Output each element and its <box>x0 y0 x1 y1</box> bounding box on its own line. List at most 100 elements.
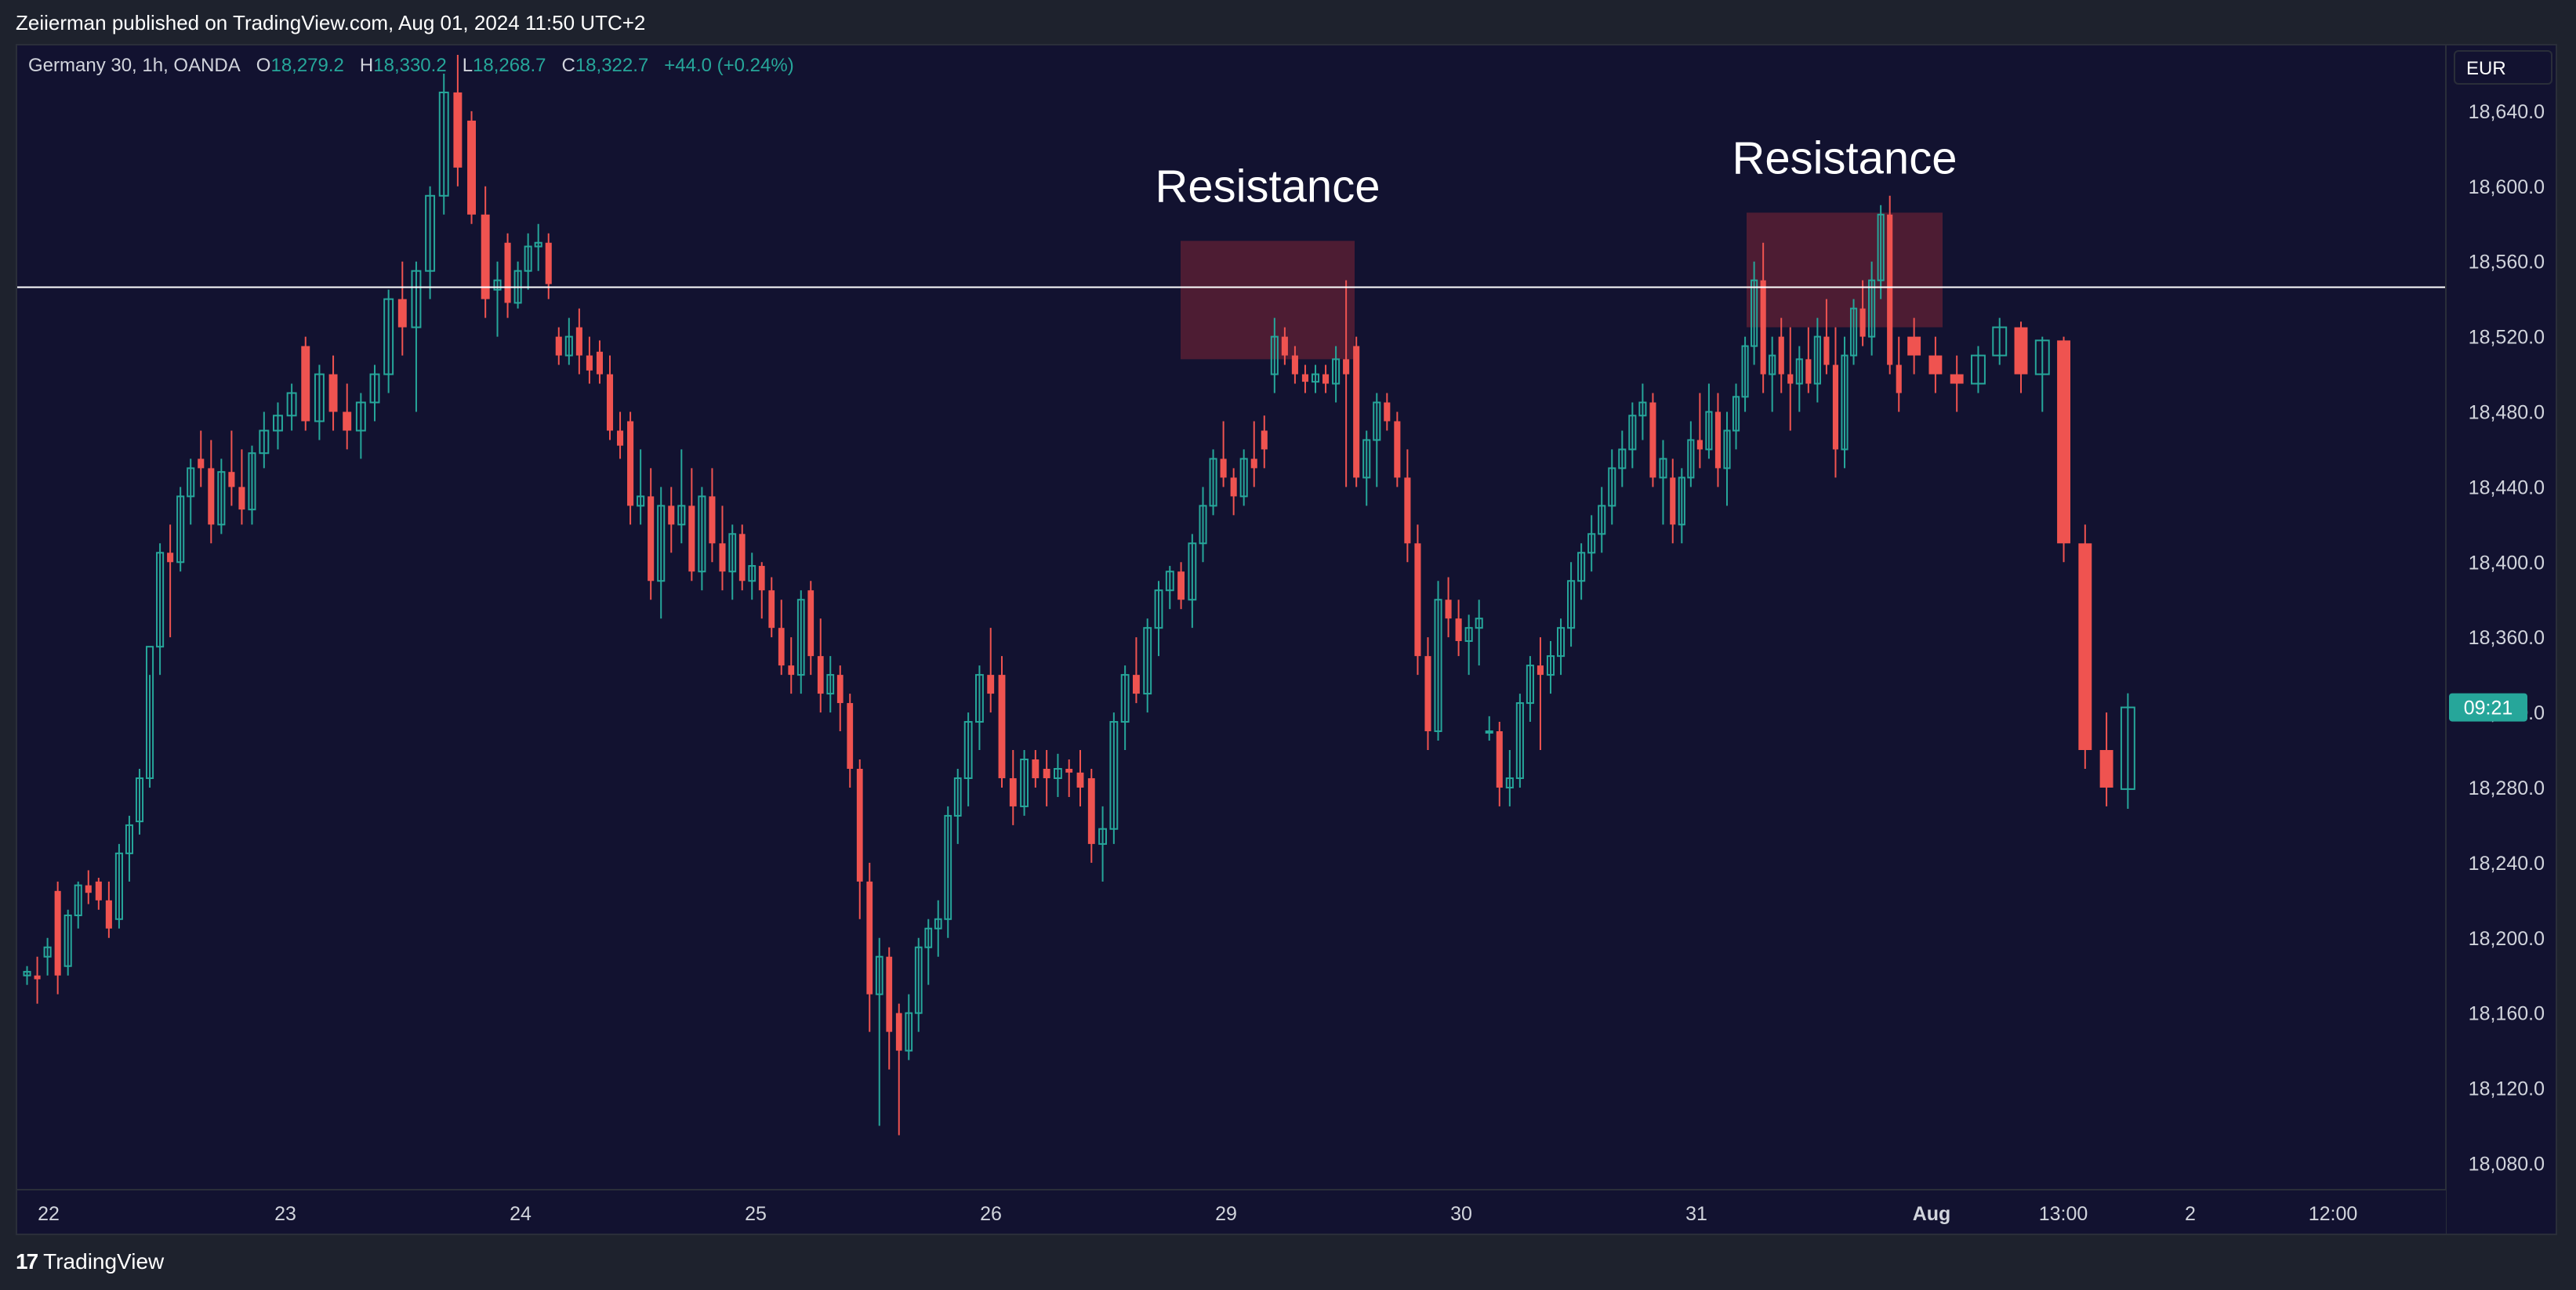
candle-body <box>1445 600 1452 619</box>
candle-body <box>963 721 973 779</box>
low-value: 18,268.7 <box>473 55 546 76</box>
candle-body <box>817 656 824 694</box>
time-scale[interactable]: 22 23 24 25 26 29 30 31 Aug 13:00 2 12:00 <box>17 1189 2446 1234</box>
candle-body <box>895 1013 902 1051</box>
plot-background[interactable] <box>17 45 2446 1190</box>
candle-body <box>1065 768 1073 773</box>
candle-body <box>481 214 490 299</box>
price-tick-label: 18,200.0 <box>2469 928 2545 950</box>
candle-body <box>688 505 695 572</box>
candle-body <box>1301 374 1308 382</box>
symbol-legend[interactable]: Germany 30, 1h, OANDA O18,279.2 H18,330.… <box>28 55 794 77</box>
time-tick-label: 31 <box>1685 1203 1707 1225</box>
candle-body <box>698 495 706 573</box>
candle-body <box>1670 477 1676 525</box>
candle-body <box>748 565 756 582</box>
candle-body <box>343 411 352 431</box>
candle-body <box>1971 354 1986 385</box>
candle-body <box>1813 335 1821 385</box>
resistance-zone[interactable] <box>1747 212 1943 328</box>
candle-body <box>2057 340 2070 544</box>
candle-body <box>617 430 624 446</box>
candle-body <box>1230 477 1237 497</box>
resistance-annotation[interactable]: Resistance <box>1732 132 1957 183</box>
currency-button[interactable]: EUR <box>2454 50 2552 85</box>
price-tick-label: 18,080.0 <box>2469 1153 2545 1175</box>
candle-body <box>1505 777 1514 788</box>
candle-body <box>1098 828 1107 845</box>
candle-body <box>1687 439 1695 479</box>
tradingview-logo[interactable]: 17 TradingView <box>16 1249 164 1274</box>
candle-body <box>738 534 746 582</box>
candle-body <box>847 703 854 769</box>
close-label: C <box>561 55 575 76</box>
chart-plot-area[interactable] <box>17 45 2446 1190</box>
price-scale[interactable]: 18,080.0 18,120.0 18,160.0 18,200.0 18,240.0… <box>2445 45 2556 1235</box>
candle-body <box>1859 308 1866 337</box>
candle-body <box>1705 411 1713 451</box>
candle-body <box>1424 656 1431 732</box>
candle-body <box>1394 421 1401 478</box>
candle-body <box>63 914 72 967</box>
candle-body <box>1928 355 1943 375</box>
candle-body <box>208 468 215 525</box>
low-label: L <box>462 55 473 76</box>
candle-body <box>975 674 984 723</box>
open-label: O <box>256 55 271 76</box>
candle-body <box>934 918 942 929</box>
candle-body <box>1537 665 1544 676</box>
candle-body <box>1496 731 1503 788</box>
change-value: +44.0 (+0.24%) <box>664 55 794 76</box>
candle-body <box>1567 580 1576 629</box>
candle-body <box>2034 339 2050 375</box>
price-tick-label: 18,600.0 <box>2469 176 2545 198</box>
candle-body <box>1546 655 1555 676</box>
time-tick-label: 26 <box>980 1203 1002 1225</box>
symbol-name[interactable]: Germany 30, 1h, OANDA <box>28 55 241 76</box>
candle-body <box>886 956 893 1032</box>
candle-body <box>914 946 923 1014</box>
candle-body <box>709 496 716 544</box>
countdown-label: 09:21 <box>2464 698 2513 719</box>
time-scale-background[interactable] <box>17 1190 2446 1234</box>
time-tick-label: 13:00 <box>2039 1203 2088 1225</box>
candle-body <box>1741 345 1749 398</box>
resistance-annotation[interactable]: Resistance <box>1156 161 1381 212</box>
resistance-zones <box>1181 212 1943 360</box>
candle-body <box>1054 767 1062 779</box>
candle-body <box>1714 411 1722 469</box>
time-tick-label: 22 <box>38 1203 60 1225</box>
candle-body <box>1907 336 1921 356</box>
candle-body <box>397 299 407 328</box>
price-tick-label: 18,120.0 <box>2469 1078 2545 1100</box>
candle-body <box>1143 627 1152 695</box>
candle-body <box>1823 336 1830 365</box>
candle-body <box>1087 777 1095 844</box>
candle-body <box>273 415 283 432</box>
candle-body <box>259 429 270 455</box>
candle-body <box>411 270 422 328</box>
price-scale-background[interactable] <box>2446 45 2556 1190</box>
candle-body <box>1199 505 1207 545</box>
candle-body <box>1696 440 1703 450</box>
candle-body <box>534 241 542 248</box>
price-tick-label: 18,560.0 <box>2469 252 2545 274</box>
candle-body <box>1291 355 1298 375</box>
candle-body <box>1414 543 1421 657</box>
annotations[interactable]: Resistance Resistance <box>1156 132 1957 212</box>
candle-body <box>1649 402 1656 478</box>
candle-body <box>135 777 144 823</box>
candle-body <box>43 946 52 958</box>
candle-body <box>1868 279 1876 338</box>
resistance-zone[interactable] <box>1181 241 1355 360</box>
candle-body <box>564 335 573 357</box>
price-tick-label: 18,360.0 <box>2469 627 2545 649</box>
candle-body <box>504 242 511 303</box>
time-tick-label: 29 <box>1215 1203 1237 1225</box>
candle-body <box>627 421 634 506</box>
candle-body <box>125 824 133 854</box>
candle-body <box>768 590 775 629</box>
candle-body <box>1353 346 1360 478</box>
candle-body <box>1404 477 1411 544</box>
